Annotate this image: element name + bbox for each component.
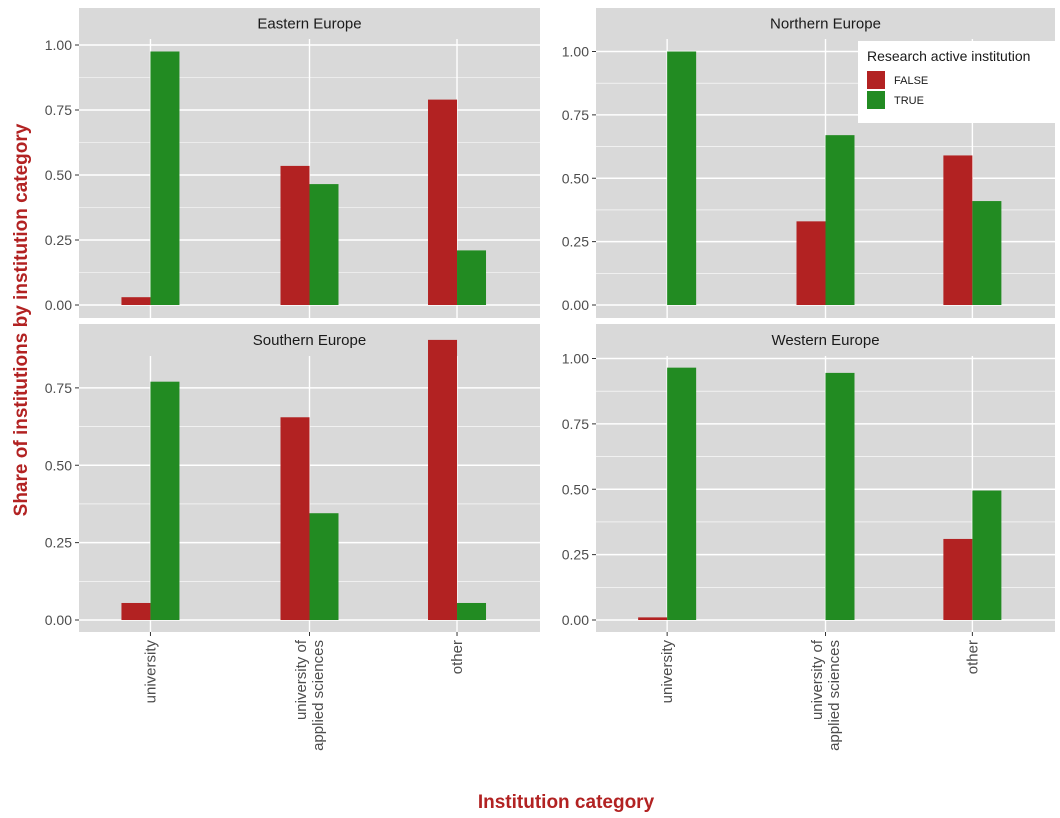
facet-strip [79,324,540,356]
y-tick-label: 1.00 [562,351,589,367]
bar-southern-europe-true-2 [457,602,487,620]
bar-eastern-europe-false-0 [121,297,151,305]
y-tick-label: 1.00 [562,44,589,60]
bar-western-europe-true-0 [667,367,697,620]
bar-southern-europe-false-0 [121,602,151,620]
y-tick-label: 0.50 [45,167,72,183]
y-tick-label: 0.00 [45,297,72,313]
bar-eastern-europe-false-1 [280,165,310,305]
y-tick-label: 0.25 [45,232,72,248]
bar-southern-europe-false-1 [280,417,310,620]
y-tick-label: 0.75 [562,107,589,123]
x-tick-label: university ofapplied sciences [293,639,327,751]
facet-title: Southern Europe [253,332,366,349]
bar-western-europe-true-2 [972,490,1002,620]
y-tick-label: 0.75 [562,416,589,432]
y-tick-label: 0.50 [562,481,589,497]
facet-strip [596,324,1055,356]
bar-southern-europe-true-1 [309,513,339,620]
y-tick-label: 0.00 [562,612,589,628]
bar-northern-europe-true-2 [972,201,1002,305]
bar-eastern-europe-true-2 [457,250,487,305]
facet-title: Eastern Europe [257,16,361,33]
y-tick-label: 0.75 [45,380,72,396]
legend-label-true: TRUE [894,95,924,107]
x-tick-label: university [659,640,676,704]
facet-title: Northern Europe [770,16,881,33]
facet-strip [79,8,540,39]
bar-eastern-europe-true-0 [150,51,180,305]
bar-northern-europe-true-1 [825,135,855,305]
bar-southern-europe-false-2 [428,339,458,620]
x-tick-label: other [449,640,466,674]
legend-key-false [867,71,885,89]
y-tick-label: 0.25 [562,234,589,250]
bar-northern-europe-true-0 [667,51,697,305]
facet-strip [596,8,1055,39]
bar-northern-europe-false-2 [943,155,973,305]
y-tick-label: 1.00 [45,37,72,53]
y-tick-label: 0.25 [45,535,72,551]
y-tick-label: 0.75 [45,102,72,118]
y-tick-label: 0.50 [45,457,72,473]
legend-title: Research active institution [867,48,1030,64]
bar-eastern-europe-false-2 [428,99,458,305]
x-tick-label: university ofapplied sciences [809,639,843,751]
y-tick-label: 0.25 [562,547,589,563]
y-tick-label: 0.50 [562,170,589,186]
x-tick-label: other [964,640,981,674]
facet-title: Western Europe [771,332,879,349]
x-axis-title: Institution category [478,792,655,813]
y-axis-title: Share of institutions by institution cat… [11,123,32,516]
legend-key-true [867,91,885,109]
y-tick-label: 0.00 [562,297,589,313]
legend-label-false: FALSE [894,75,928,87]
bar-southern-europe-true-0 [150,381,180,620]
bar-northern-europe-false-1 [796,221,826,305]
bar-western-europe-false-0 [638,617,668,620]
bar-eastern-europe-true-1 [309,184,339,305]
x-tick-label: university [142,640,159,704]
y-tick-label: 0.00 [45,612,72,628]
bar-western-europe-true-1 [825,372,855,620]
legend-box [858,41,1060,123]
bar-western-europe-false-2 [943,538,973,620]
